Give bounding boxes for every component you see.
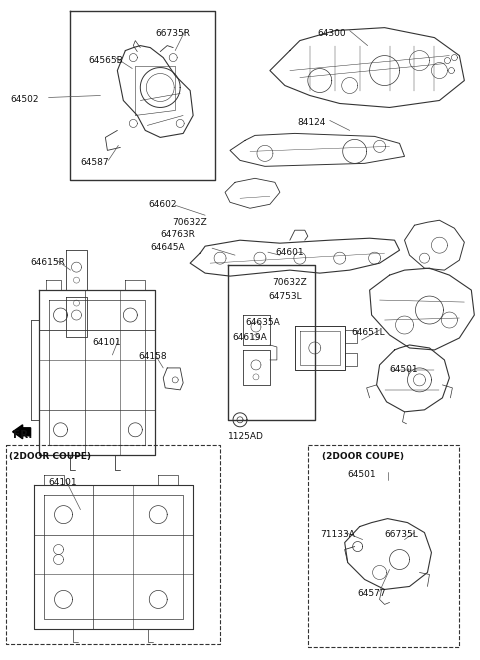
Text: 64300: 64300 xyxy=(318,28,347,38)
Text: 64763R: 64763R xyxy=(160,230,195,239)
FancyArrow shape xyxy=(12,425,31,439)
Text: (2DOOR COUPE): (2DOOR COUPE) xyxy=(322,451,404,461)
Text: 84124: 84124 xyxy=(298,118,326,127)
Text: 66735L: 66735L xyxy=(384,529,419,539)
Text: 64645A: 64645A xyxy=(150,243,185,252)
Text: 64158: 64158 xyxy=(138,352,167,361)
Text: 64101: 64101 xyxy=(93,338,121,347)
Text: 64601: 64601 xyxy=(275,248,303,257)
Text: 64577: 64577 xyxy=(358,589,386,599)
Text: 71133A: 71133A xyxy=(320,529,355,539)
Text: 64651L: 64651L xyxy=(352,328,385,337)
Text: 64101: 64101 xyxy=(48,478,77,486)
Text: 64753L: 64753L xyxy=(268,292,301,301)
Text: 66735R: 66735R xyxy=(155,28,190,38)
Text: 64502: 64502 xyxy=(11,96,39,104)
Text: 70632Z: 70632Z xyxy=(272,278,307,287)
Text: 64501: 64501 xyxy=(390,365,418,374)
Text: FR.: FR. xyxy=(12,430,32,440)
Text: 64635A: 64635A xyxy=(245,318,280,327)
Text: 64565B: 64565B xyxy=(88,55,123,65)
Text: 64501: 64501 xyxy=(348,470,376,478)
Text: 1125AD: 1125AD xyxy=(228,432,264,441)
Text: 64615R: 64615R xyxy=(31,258,65,267)
Text: 64587: 64587 xyxy=(81,158,109,168)
Text: (2DOOR COUPE): (2DOOR COUPE) xyxy=(9,451,91,461)
Text: 64602: 64602 xyxy=(148,200,177,209)
Text: 70632Z: 70632Z xyxy=(172,218,207,227)
Text: 64619A: 64619A xyxy=(232,333,267,342)
